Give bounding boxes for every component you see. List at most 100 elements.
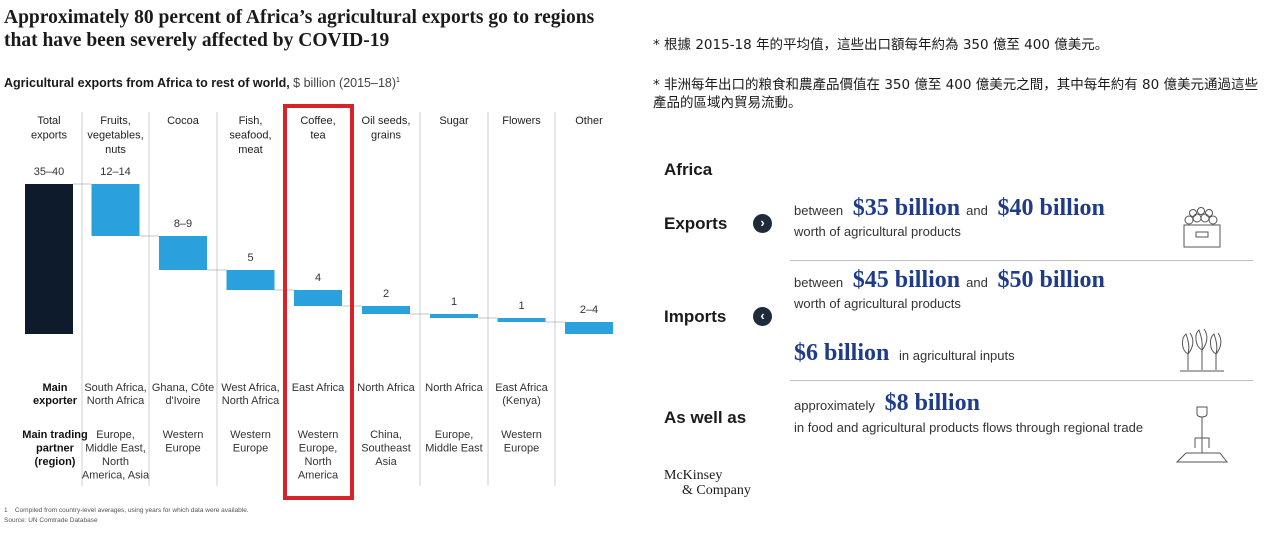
highlight-box — [283, 104, 354, 500]
partner-row-heading: (region) — [35, 456, 76, 468]
value-label: 12–14 — [100, 166, 131, 178]
chart-title: Approximately 80 percent of Africa’s agr… — [4, 7, 595, 51]
category-label: Fruits, — [100, 115, 131, 127]
bar-segment — [159, 236, 207, 270]
category-label: Total — [37, 115, 60, 127]
bar-segment — [362, 306, 410, 314]
partner-cell: Europe — [233, 443, 268, 455]
value-label: 1 — [451, 296, 457, 308]
partner-cell: Europe, — [96, 429, 135, 441]
divider-2 — [790, 380, 1253, 381]
bar-segment — [565, 322, 613, 334]
category-label: Coffee, — [300, 115, 335, 127]
footnote-number: 1 — [4, 507, 8, 514]
category-label: exports — [31, 130, 68, 142]
category-label: Flowers — [502, 115, 541, 127]
imports-value-line: between $45 billion and $50 billion — [794, 267, 1111, 294]
bar-segment — [294, 290, 342, 306]
imports-pre: between — [794, 275, 844, 290]
exporter-row-heading: exporter — [33, 395, 78, 407]
category-label: Oil seeds, — [362, 115, 411, 127]
exports-value-line: between $35 billion and $40 billion — [794, 195, 1111, 222]
inputs-value-line: $6 billion in agricultural inputs — [794, 340, 1015, 367]
bar-segment — [497, 318, 546, 322]
partner-cell: Europe — [165, 443, 200, 455]
partner-cell: North — [305, 456, 332, 468]
exporter-cell: East Africa — [495, 382, 548, 394]
subtitle-bold: Agricultural exports from Africa to rest… — [4, 76, 290, 90]
exporter-cell: North Africa — [222, 395, 280, 407]
exports-value-high: $40 billion — [997, 195, 1105, 221]
exporter-cell: North Africa — [87, 395, 145, 407]
imports-label: Imports — [664, 307, 727, 326]
footnote-text: Compiled from country-level averages, us… — [14, 507, 249, 514]
partner-row-heading: partner — [36, 443, 75, 455]
partner-cell: Asia — [375, 456, 397, 468]
partner-cell: Europe — [504, 443, 539, 455]
partner-cell: China, — [370, 429, 402, 441]
value-label: 5 — [247, 252, 253, 264]
subtitle-footnote-mark: 1 — [396, 76, 400, 84]
partner-row-heading: Main trading — [22, 429, 87, 441]
exporter-row-heading: Main — [42, 382, 67, 394]
category-label: grains — [371, 130, 401, 142]
exporter-cell: North Africa — [425, 382, 483, 394]
chart-subtitle: Agricultural exports from Africa to rest… — [4, 76, 400, 90]
partner-cell: Middle East — [425, 443, 482, 455]
exporter-cell: Ghana, Côte — [152, 382, 214, 394]
footnote: 1 Compiled from country-level averages, … — [4, 505, 249, 517]
exports-mid: and — [966, 203, 988, 218]
exporter-cell: (Kenya) — [502, 395, 541, 407]
category-label: Fish, — [239, 115, 263, 127]
logo-line-2: & Company — [682, 483, 751, 498]
imports-value-high: $50 billion — [997, 267, 1105, 293]
subtitle-unit: $ billion (2015–18) — [293, 76, 397, 90]
regional-value: $8 billion — [884, 390, 980, 416]
bar-segment — [430, 314, 478, 318]
partner-cell: Southeast — [361, 443, 411, 455]
mckinsey-logo: McKinsey & Company — [664, 468, 751, 498]
source-note: Source: UN Comtrade Database — [4, 517, 98, 524]
value-label: 2 — [383, 288, 389, 300]
inputs-value: $6 billion — [794, 340, 890, 366]
note-1: * 根據 2015-18 年的平均值，這些出口額每年約為 350 億至 400 … — [653, 37, 1109, 53]
chevron-left-icon: ‹ — [753, 307, 772, 326]
category-label: tea — [310, 130, 326, 142]
africa-heading: Africa — [664, 160, 713, 179]
bar-segment — [226, 270, 275, 290]
crop-plants-icon — [1180, 328, 1224, 372]
regional-pre: approximately — [794, 398, 875, 413]
category-label: Sugar — [439, 115, 469, 127]
imports-mid: and — [966, 275, 988, 290]
exporter-cell: East Africa — [292, 382, 345, 394]
regional-value-line: approximately $8 billion — [794, 390, 980, 417]
exports-label: Exports — [664, 214, 728, 233]
exporter-cell: West Africa, — [221, 382, 279, 394]
value-label: 8–9 — [174, 218, 192, 230]
waterfall-chart: Total exports Fruits, vegetables, nuts Cocoa F… — [22, 104, 613, 500]
produce-crate-icon — [1183, 207, 1221, 248]
imports-subtext: worth of agricultural products — [794, 296, 961, 311]
partner-cell: Europe, — [435, 429, 474, 441]
value-label: 35–40 — [34, 166, 65, 178]
exports-pre: between — [794, 203, 844, 218]
partner-cell: Middle East, — [85, 443, 146, 455]
regional-subtext: in food and agricultural products flows … — [794, 420, 1144, 435]
value-label: 1 — [518, 300, 524, 312]
category-label: Other — [575, 115, 603, 127]
category-label: Cocoa — [167, 115, 200, 127]
partner-cell: Europe, — [299, 443, 338, 455]
partner-cell: Western — [501, 429, 542, 441]
exporter-cell: d'Ivoire — [165, 395, 200, 407]
value-label: 4 — [315, 272, 321, 284]
imports-value-low: $45 billion — [852, 267, 961, 293]
exporter-cell: South Africa, — [84, 382, 146, 394]
category-label: meat — [238, 144, 262, 156]
as-well-as-label: As well as — [664, 408, 747, 427]
category-label: vegetables, — [87, 130, 143, 142]
partner-cell: America — [298, 470, 339, 482]
logo-line-1: McKinsey — [664, 468, 723, 483]
exports-subtext: worth of agricultural products — [794, 224, 961, 239]
inputs-text: in agricultural inputs — [899, 348, 1015, 363]
value-label: 2–4 — [580, 304, 598, 316]
